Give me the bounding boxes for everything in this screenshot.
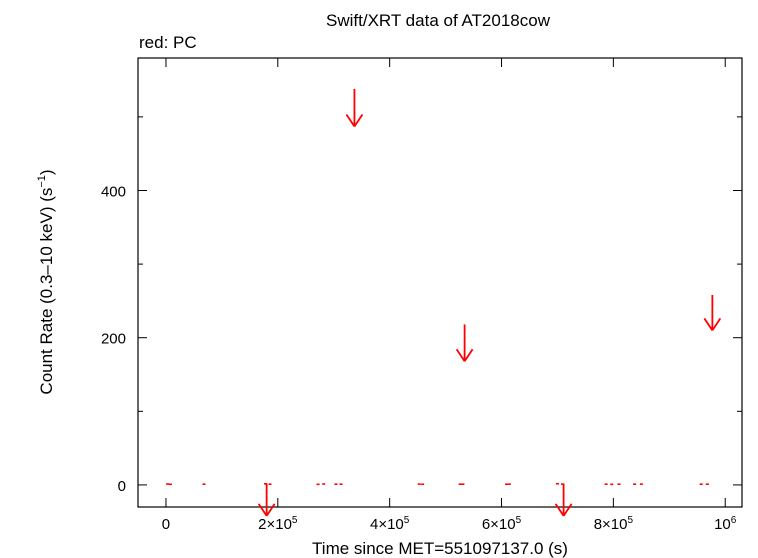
upper-limit-arrow-3 [257, 483, 276, 517]
x-tick-label-2: 4×105 [370, 515, 410, 533]
x-tick-label-base-5: 10 [714, 516, 731, 533]
x-tick-label-exp-3: 5 [516, 515, 522, 526]
x-tick-label-1: 2×105 [258, 515, 298, 533]
upper-limit-head-right-2 [711, 317, 722, 331]
y-axis-label: Count Rate (0.3–10 keV) (s−1) [36, 169, 56, 394]
x-tick-label-base-3: 6×10 [482, 516, 516, 533]
y-tick-label-2: 400 [101, 183, 126, 200]
y-axis-label-tail: ) [37, 169, 56, 175]
y-tick-label-0: 0 [118, 478, 126, 495]
upper-limit-head-left-3 [257, 503, 268, 517]
chart-title: Swift/XRT data of AT2018cow [326, 11, 551, 30]
upper-limit-arrow-4 [554, 483, 573, 517]
x-tick-label-base-2: 4×10 [370, 516, 404, 533]
upper-limit-head-left-2 [703, 317, 714, 331]
upper-limit-arrow-0 [345, 88, 364, 127]
upper-limit-arrow-2 [703, 295, 722, 331]
x-tick-label-base-4: 8×10 [594, 516, 628, 533]
x-tick-label-0: 0 [162, 516, 170, 533]
x-tick-label-exp-4: 5 [627, 515, 633, 526]
plot-frame [137, 57, 743, 508]
x-tick-label-base-0: 0 [162, 516, 170, 533]
x-tick-label-exp-5: 6 [731, 515, 737, 526]
chart-subtitle: red: PC [139, 33, 197, 52]
y-axis-label-sup: −1 [36, 175, 48, 188]
x-tick-label-4: 8×105 [594, 515, 634, 533]
upper-limit-head-left-0 [345, 113, 356, 127]
x-tick-label-exp-1: 5 [292, 515, 298, 526]
x-tick-label-base-1: 2×10 [258, 516, 292, 533]
x-tick-label-exp-2: 5 [404, 515, 410, 526]
upper-limit-head-left-4 [554, 503, 565, 517]
y-axis-label-main: Count Rate (0.3–10 keV) (s [37, 188, 56, 395]
x-tick-label-3: 6×105 [482, 515, 522, 533]
y-tick-label-1: 200 [101, 331, 126, 348]
upper-limit-head-right-1 [463, 348, 474, 362]
x-axis-label: Time since MET=551097137.0 (s) [312, 539, 568, 558]
upper-limit-head-left-1 [455, 348, 466, 362]
x-tick-label-5: 106 [714, 515, 737, 533]
upper-limit-head-right-3 [265, 503, 276, 517]
upper-limit-head-right-0 [353, 113, 364, 127]
data-marks [166, 88, 722, 517]
upper-limit-head-right-4 [562, 503, 573, 517]
upper-limit-arrow-1 [455, 324, 474, 362]
